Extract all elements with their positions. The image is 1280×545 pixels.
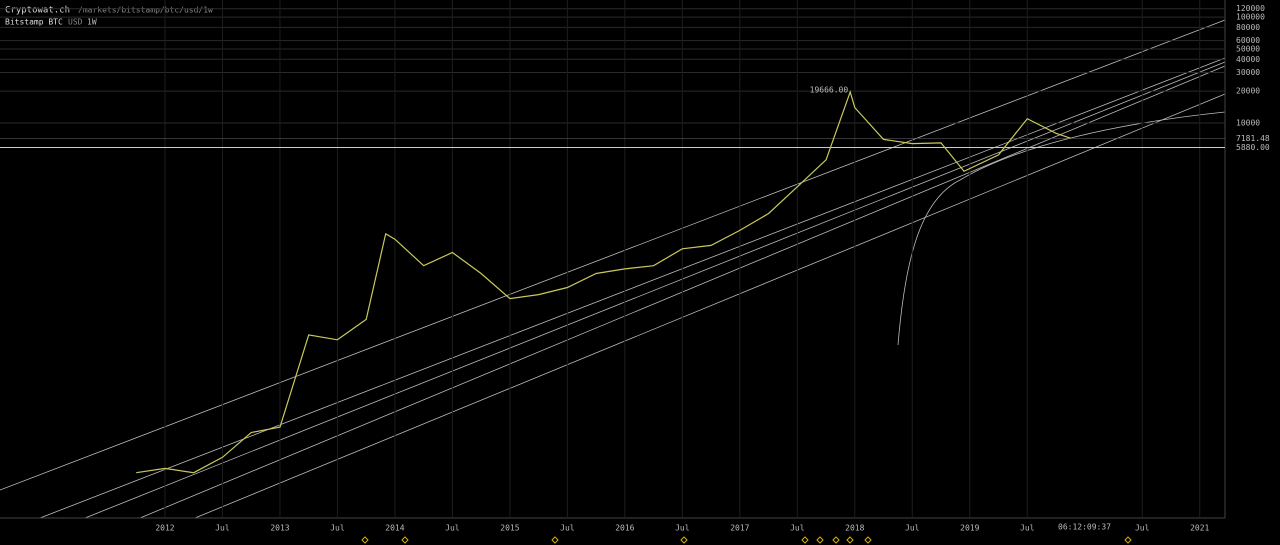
y-tick-label: 10000 <box>1236 119 1260 128</box>
y-tick-label: 40000 <box>1236 55 1260 64</box>
x-tick-label: Jul <box>1020 524 1035 533</box>
period: 1W <box>87 18 97 27</box>
y-tick-label: 50000 <box>1236 44 1260 53</box>
x-tick-label: 2018 <box>845 524 864 533</box>
y-tick-label: 80000 <box>1236 23 1260 32</box>
x-tick-label: 2016 <box>615 524 634 533</box>
event-markers <box>361 536 1132 544</box>
price-level-label: 5880.00 <box>1236 143 1270 152</box>
y-tick-label: 100000 <box>1236 13 1265 22</box>
annotation: 19666.00 <box>810 85 849 94</box>
x-tick-label: 2019 <box>960 524 979 533</box>
x-tick-label: 2017 <box>730 524 749 533</box>
x-tick-label: 2021 <box>1190 524 1209 533</box>
price-level-label: 7181.48 <box>1236 134 1270 143</box>
x-tick-label: Jul <box>445 524 460 533</box>
countdown: 06:12:09:37 <box>1058 523 1111 532</box>
y-tick-label: 20000 <box>1236 87 1260 96</box>
x-tick-label: Jul <box>1135 524 1150 533</box>
x-tick-label: 2014 <box>385 524 404 533</box>
x-tick-label: 2013 <box>270 524 289 533</box>
x-tick-label: Jul <box>790 524 805 533</box>
price-line <box>136 89 1072 474</box>
site-name: Cryptowat.ch <box>5 6 70 16</box>
quote: USD <box>68 18 83 27</box>
market-name: Bitstamp BTC <box>5 18 63 27</box>
x-tick-label: Jul <box>675 524 690 533</box>
x-tick-label: 2012 <box>155 524 174 533</box>
x-tick-label: Jul <box>905 524 920 533</box>
market-path: /markets/bitstamp/btc/usd/1w <box>78 6 213 15</box>
y-tick-label: 120000 <box>1236 4 1265 13</box>
x-tick-label: Jul <box>330 524 345 533</box>
y-tick-label: 60000 <box>1236 36 1260 45</box>
x-tick-label: Jul <box>560 524 575 533</box>
x-tick-label: Jul <box>215 524 230 533</box>
y-tick-label: 30000 <box>1236 68 1260 77</box>
trend-lines <box>0 19 1226 519</box>
x-tick-label: 2015 <box>500 524 519 533</box>
